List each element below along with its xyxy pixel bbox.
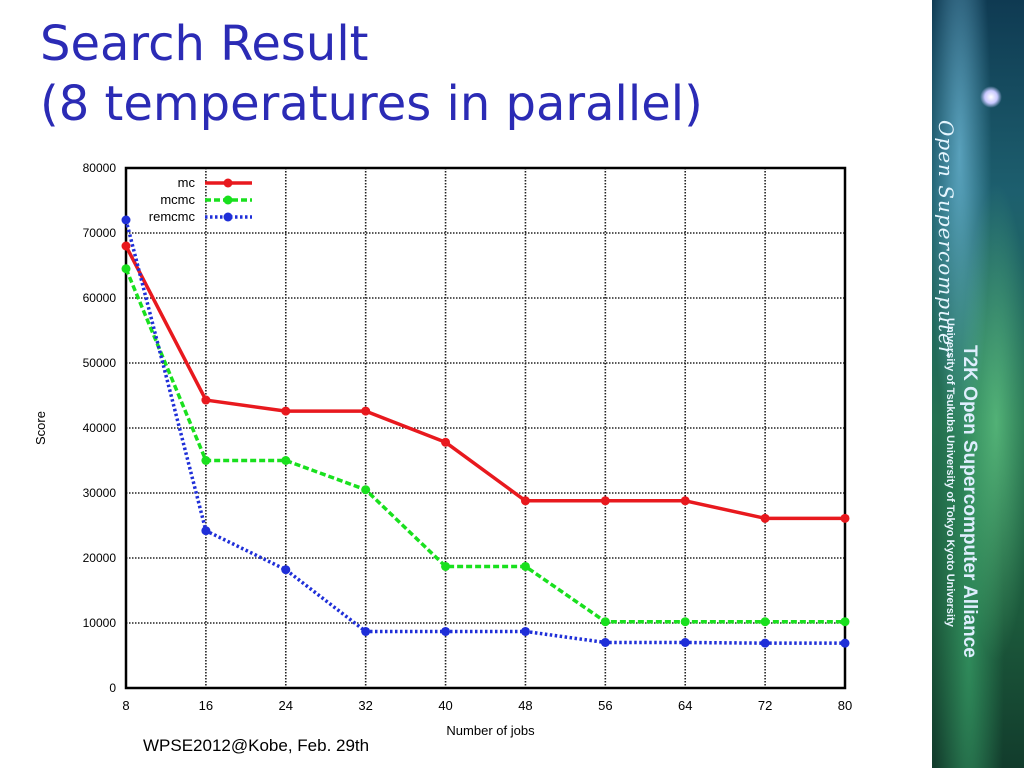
y-tick-label: 60000: [83, 291, 117, 305]
data-point-mc: [680, 496, 690, 506]
y-tick-label: 0: [109, 681, 116, 695]
data-point-mcmc: [840, 617, 850, 627]
data-point-remcmc: [520, 626, 530, 636]
x-tick-label: 16: [199, 698, 213, 713]
legend-marker-remcmc: [223, 212, 233, 222]
y-axis-label: Score: [33, 411, 48, 445]
footer-text: WPSE2012@Kobe, Feb. 29th: [143, 736, 370, 755]
legend-label-mc: mc: [178, 175, 196, 190]
data-point-remcmc: [600, 638, 610, 647]
data-point-mcmc: [201, 456, 211, 465]
data-point-remcmc: [760, 638, 770, 648]
y-tick-label: 30000: [83, 486, 117, 500]
star-icon: [980, 86, 1002, 108]
legend-label-mcmc: mcmc: [160, 192, 195, 207]
alliance-universities: University of Tsukuba University of Toky…: [944, 318, 956, 627]
title-line-2: (8 temperatures in parallel): [40, 76, 703, 132]
data-point-remcmc: [361, 626, 371, 636]
alliance-name: T2K Open Supercomputer Alliance: [959, 345, 980, 658]
slide-title: Search Result (8 temperatures in paralle…: [40, 14, 703, 134]
x-tick-label: 48: [518, 698, 532, 713]
legend-label-remcmc: remcmc: [149, 209, 196, 224]
series-line-mc: [124, 245, 845, 521]
data-point-mc: [361, 406, 371, 416]
title-line-1: Search Result: [40, 16, 369, 72]
legend-marker-mc: [223, 178, 233, 188]
data-point-mc: [600, 496, 610, 506]
data-point-mcmc: [441, 561, 451, 571]
score-line-chart: 0 10000 20000 30000 40000 50000 60000 70000 8000…: [33, 161, 852, 738]
x-tick-label: 64: [678, 698, 692, 713]
x-tick-label: 32: [358, 698, 372, 713]
data-point-mcmc: [361, 485, 371, 495]
x-tick-label: 8: [122, 698, 129, 713]
data-point-mc: [441, 437, 451, 447]
legend-marker-mcmc: [223, 195, 233, 205]
series-line-mcmc: [124, 268, 845, 624]
data-point-mcmc: [760, 617, 770, 627]
x-tick-label: 40: [438, 698, 452, 713]
data-point-remcmc: [840, 638, 850, 648]
data-point-mc: [121, 241, 131, 251]
data-point-mcmc: [520, 561, 530, 571]
y-tick-label: 10000: [83, 616, 117, 630]
data-point-mcmc: [281, 456, 291, 465]
x-tick-label: 80: [838, 698, 852, 713]
series-line-remcmc: [124, 219, 845, 645]
data-point-remcmc: [121, 215, 131, 225]
y-tick-label: 50000: [83, 356, 117, 370]
data-point-mc: [201, 395, 211, 405]
sidebar-banner: [932, 0, 1024, 768]
data-point-mc: [281, 406, 291, 416]
data-point-remcmc: [281, 565, 291, 575]
x-tick-label: 56: [598, 698, 612, 713]
y-tick-label: 70000: [83, 226, 117, 240]
data-point-mcmc: [600, 617, 610, 627]
data-point-mc: [760, 513, 770, 523]
data-point-mc: [840, 513, 850, 523]
data-point-mcmc: [121, 264, 131, 274]
x-axis-label: Number of jobs: [446, 723, 535, 738]
y-tick-label: 80000: [83, 161, 117, 175]
data-point-remcmc: [201, 526, 211, 536]
y-tick-label: 40000: [83, 421, 117, 435]
x-tick-label: 24: [279, 698, 293, 713]
data-point-mcmc: [680, 617, 690, 627]
data-point-mc: [520, 496, 530, 506]
y-tick-label: 20000: [83, 551, 117, 565]
x-tick-label: 72: [758, 698, 772, 713]
plot-frame: [124, 166, 847, 690]
data-point-remcmc: [680, 638, 690, 647]
data-point-remcmc: [441, 626, 451, 636]
